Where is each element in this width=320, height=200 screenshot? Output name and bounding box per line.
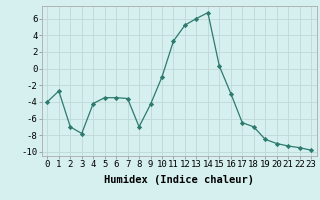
X-axis label: Humidex (Indice chaleur): Humidex (Indice chaleur) bbox=[104, 175, 254, 185]
